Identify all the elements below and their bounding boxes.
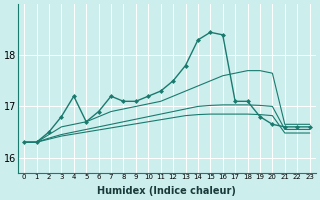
- X-axis label: Humidex (Indice chaleur): Humidex (Indice chaleur): [98, 186, 236, 196]
